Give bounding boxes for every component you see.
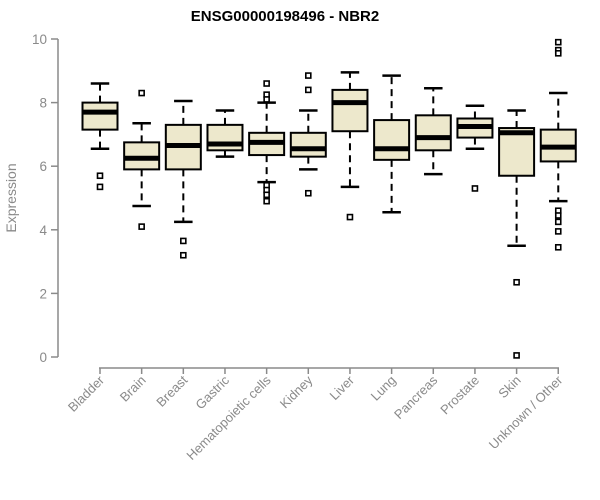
x-category-label: Brain bbox=[117, 373, 149, 405]
outlier-point bbox=[96, 172, 104, 180]
x-category-label: Bladder bbox=[65, 372, 108, 415]
x-category-label: Lung bbox=[368, 373, 399, 404]
boxplot-liver bbox=[331, 71, 369, 221]
outlier-point bbox=[180, 237, 187, 245]
iqr-box bbox=[81, 101, 119, 131]
chart-title: ENSG00000198496 - NBR2 bbox=[191, 8, 379, 25]
outlier-point bbox=[554, 38, 562, 46]
iqr-box bbox=[498, 127, 536, 177]
iqr-box bbox=[414, 114, 452, 152]
outlier-point bbox=[513, 278, 520, 286]
outlier-point bbox=[138, 223, 145, 230]
outlier-point bbox=[554, 243, 562, 251]
boxplot-hematopoietic-cells bbox=[248, 80, 286, 205]
x-category-label: Skin bbox=[495, 373, 523, 401]
outlier-point bbox=[304, 72, 312, 79]
iqr-box bbox=[331, 88, 369, 133]
boxplot-gastric bbox=[206, 109, 244, 158]
x-category-label: Unknown / Other bbox=[486, 372, 566, 452]
y-tick-label: 2 bbox=[39, 286, 47, 301]
boxplot-bladder bbox=[81, 82, 119, 191]
x-category-label: Gastric bbox=[192, 372, 232, 412]
x-category-label: Liver bbox=[327, 372, 358, 403]
outlier-point bbox=[554, 228, 562, 235]
outlier-point bbox=[304, 86, 312, 94]
x-category-label: Pancreas bbox=[391, 372, 441, 422]
y-axis-title: Expression bbox=[3, 163, 19, 232]
outlier-point bbox=[180, 251, 187, 259]
outlier-point bbox=[304, 189, 312, 197]
y-tick-label: 8 bbox=[39, 96, 47, 111]
y-tick-label: 10 bbox=[32, 32, 47, 47]
outlier-point bbox=[263, 191, 270, 199]
y-tick-label: 6 bbox=[39, 159, 47, 174]
outlier-point bbox=[554, 212, 562, 219]
boxplot-breast bbox=[164, 99, 202, 259]
iqr-box bbox=[289, 131, 327, 158]
boxplot-kidney bbox=[289, 72, 327, 197]
outlier-point bbox=[554, 218, 562, 226]
outlier-point bbox=[263, 96, 270, 103]
x-category-label: Breast bbox=[153, 372, 190, 409]
boxplot-unknown-other bbox=[539, 38, 577, 251]
iqr-box bbox=[206, 123, 244, 152]
outlier-point bbox=[513, 352, 520, 359]
outlier-point bbox=[263, 197, 270, 205]
y-tick-label: 4 bbox=[39, 223, 47, 238]
boxplot-prostate bbox=[456, 104, 494, 192]
x-category-label: Kidney bbox=[277, 372, 316, 411]
boxplot-skin bbox=[498, 109, 536, 359]
outlier-point bbox=[263, 80, 270, 87]
outlier-point bbox=[138, 89, 145, 97]
outlier-point bbox=[346, 213, 354, 221]
iqr-box bbox=[373, 119, 411, 161]
boxplot-lung bbox=[373, 74, 411, 214]
outlier-point bbox=[471, 185, 479, 192]
y-tick-label: 0 bbox=[39, 350, 47, 365]
x-category-label: Prostate bbox=[437, 373, 482, 418]
boxplot-pancreas bbox=[414, 87, 452, 176]
boxplot-brain bbox=[123, 89, 161, 230]
outlier-point bbox=[554, 50, 562, 57]
outlier-point bbox=[96, 183, 104, 191]
